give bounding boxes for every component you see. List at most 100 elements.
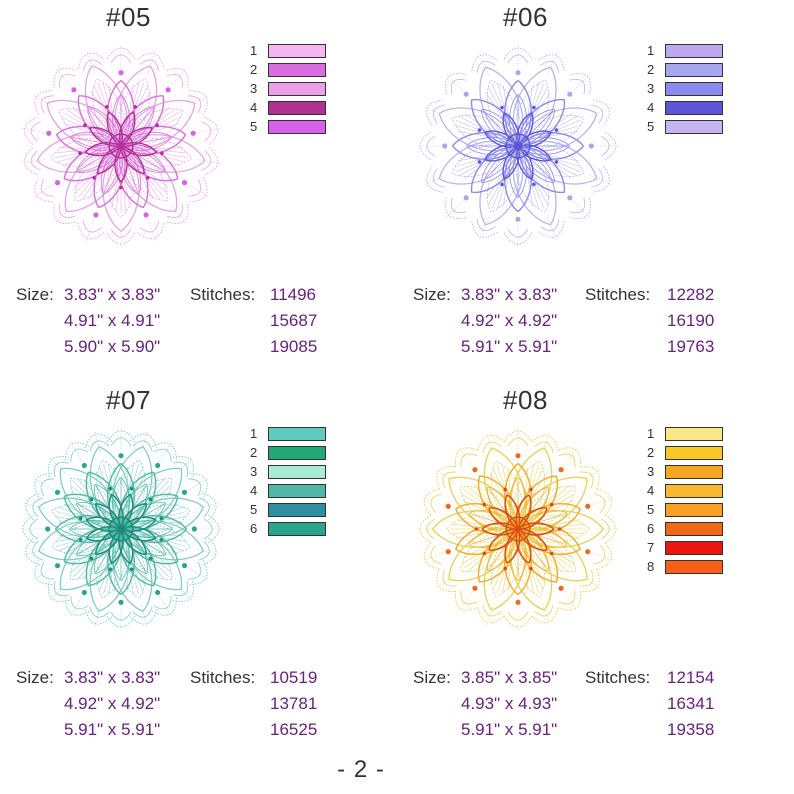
color-swatch (665, 445, 723, 460)
swatch-row: 6 (647, 519, 727, 538)
swatch-number: 3 (250, 81, 258, 96)
size-value: 4.91" x 4.91" (64, 311, 161, 330)
swatch-number: 5 (647, 119, 655, 134)
size-value: 3.83" x 3.83" (461, 285, 558, 304)
size-value: 4.92" x 4.92" (64, 694, 161, 713)
stitches-label: Stitches: (585, 668, 651, 687)
color-swatch (665, 426, 723, 441)
design-specs: Size: 3.83" x 3.83" Stitches: 11496 4.91… (16, 285, 386, 363)
design-panel-06: #06 1 2 3 4 5 Size: 3.83" x 3.83" Stitch… (397, 0, 794, 380)
spec-row: 4.91" x 4.91" 15687 (16, 311, 386, 337)
swatch-row: 8 (647, 557, 727, 576)
size-value: 4.93" x 4.93" (461, 694, 558, 713)
size-label: Size: (413, 668, 451, 687)
spec-row: 4.92" x 4.92" 13781 (16, 694, 386, 720)
swatch-number: 6 (647, 521, 655, 536)
mandala-image-05 (21, 44, 221, 248)
swatch-number: 2 (250, 445, 258, 460)
design-title: #07 (106, 385, 151, 415)
design-title: #08 (503, 385, 548, 415)
stitches-value: 19763 (667, 337, 715, 356)
design-specs: Size: 3.83" x 3.83" Stitches: 10519 4.92… (16, 668, 386, 746)
swatch-number: 5 (250, 502, 258, 517)
stitches-value: 13781 (270, 694, 318, 713)
stitches-value: 16190 (667, 311, 715, 330)
design-panel-08: #08 1 2 3 4 5 6 7 8 Size: 3.85" x 3.85" … (397, 383, 794, 763)
spec-row: Size: 3.83" x 3.83" Stitches: 10519 (16, 668, 386, 694)
swatch-row: 3 (647, 462, 727, 481)
color-swatch (665, 464, 723, 479)
size-value: 5.91" x 5.91" (461, 337, 558, 356)
stitches-value: 12154 (667, 668, 715, 687)
color-swatch (665, 521, 723, 536)
swatch-row: 1 (647, 424, 727, 443)
stitches-value: 15687 (270, 311, 318, 330)
color-swatch (665, 81, 723, 96)
stitches-value: 12282 (667, 285, 715, 304)
color-swatch-list: 1 2 3 4 5 6 (250, 424, 330, 538)
swatch-number: 4 (250, 100, 258, 115)
swatch-number: 5 (647, 502, 655, 517)
color-swatch (665, 502, 723, 517)
color-swatch (665, 100, 723, 115)
color-swatch (665, 483, 723, 498)
swatch-number: 3 (647, 81, 655, 96)
spec-row: 5.91" x 5.91" 19358 (413, 720, 783, 746)
size-value: 5.90" x 5.90" (64, 337, 161, 356)
color-swatch (268, 81, 326, 96)
color-swatch (268, 464, 326, 479)
color-swatch (665, 559, 723, 574)
swatch-number: 5 (250, 119, 258, 134)
stitches-label: Stitches: (190, 668, 256, 687)
design-panel-05: #05 1 2 3 4 5 Size: 3.83" x 3.83" Stitch… (0, 0, 397, 380)
swatch-row: 3 (250, 79, 330, 98)
color-swatch-list: 1 2 3 4 5 (647, 41, 727, 136)
swatch-number: 1 (647, 43, 655, 58)
color-swatch (268, 445, 326, 460)
swatch-row: 4 (250, 98, 330, 117)
swatch-number: 4 (647, 483, 655, 498)
size-value: 4.92" x 4.92" (461, 311, 558, 330)
swatch-row: 1 (250, 424, 330, 443)
swatch-row: 2 (647, 443, 727, 462)
swatch-number: 3 (250, 464, 258, 479)
size-label: Size: (16, 668, 54, 687)
color-swatch (268, 119, 326, 134)
stitches-label: Stitches: (585, 285, 651, 304)
page-number-text: - 2 - (337, 756, 385, 783)
swatch-row: 7 (647, 538, 727, 557)
size-label: Size: (413, 285, 451, 304)
swatch-row: 1 (250, 41, 330, 60)
size-value: 3.83" x 3.83" (64, 285, 161, 304)
swatch-row: 5 (250, 500, 330, 519)
swatch-number: 7 (647, 540, 655, 555)
color-swatch-list: 1 2 3 4 5 6 7 8 (647, 424, 727, 576)
mandala-image-08 (416, 427, 620, 631)
swatch-number: 6 (250, 521, 258, 536)
swatch-number: 1 (250, 426, 258, 441)
swatch-number: 2 (250, 62, 258, 77)
color-swatch-list: 1 2 3 4 5 (250, 41, 330, 136)
swatch-number: 8 (647, 559, 655, 574)
color-swatch (665, 43, 723, 58)
stitches-label: Stitches: (190, 285, 256, 304)
swatch-number: 4 (647, 100, 655, 115)
swatch-row: 5 (250, 117, 330, 136)
color-swatch (665, 119, 723, 134)
swatch-number: 3 (647, 464, 655, 479)
swatch-row: 4 (647, 481, 727, 500)
size-value: 3.85" x 3.85" (461, 668, 558, 687)
color-swatch (268, 62, 326, 77)
spec-row: 4.92" x 4.92" 16190 (413, 311, 783, 337)
spec-row: 4.93" x 4.93" 16341 (413, 694, 783, 720)
swatch-row: 2 (250, 60, 330, 79)
design-specs: Size: 3.83" x 3.83" Stitches: 12282 4.92… (413, 285, 783, 363)
mandala-image-06 (416, 44, 620, 248)
size-label: Size: (16, 285, 54, 304)
size-value: 5.91" x 5.91" (64, 720, 161, 739)
spec-row: 5.90" x 5.90" 19085 (16, 337, 386, 363)
stitches-value: 10519 (270, 668, 318, 687)
swatch-row: 3 (647, 79, 727, 98)
stitches-value: 16525 (270, 720, 318, 739)
design-title: #06 (503, 2, 548, 32)
